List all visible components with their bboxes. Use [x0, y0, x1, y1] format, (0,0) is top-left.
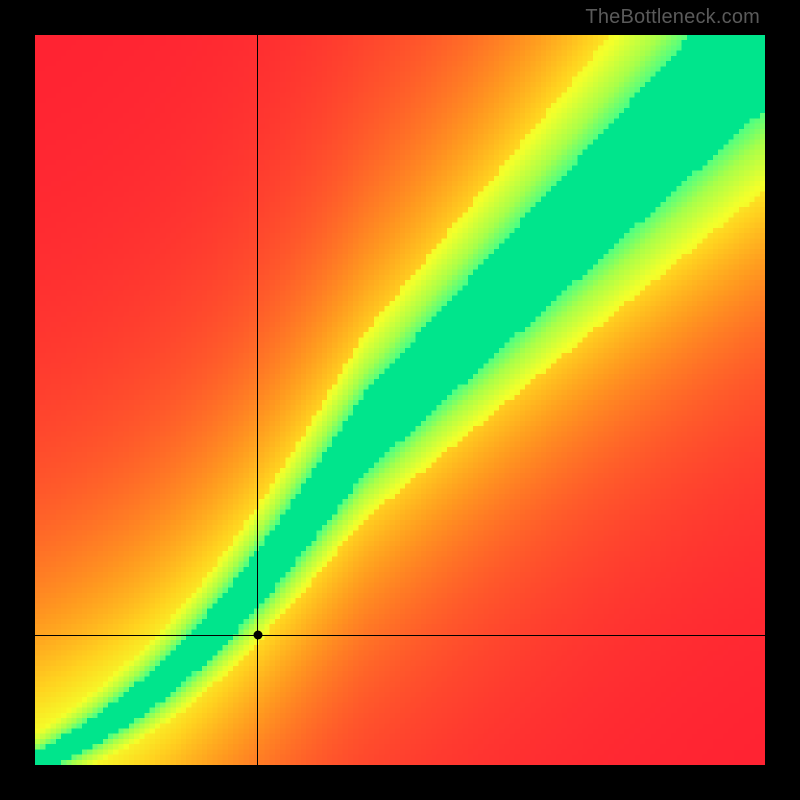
crosshair-horizontal-line: [35, 635, 765, 636]
watermark-text: TheBottleneck.com: [585, 6, 760, 29]
crosshair-marker-dot: [253, 631, 262, 640]
crosshair-vertical-line: [257, 35, 258, 765]
heatmap-plot-area: [35, 35, 765, 765]
heatmap-canvas: [35, 35, 765, 765]
chart-frame: TheBottleneck.com: [0, 0, 800, 800]
